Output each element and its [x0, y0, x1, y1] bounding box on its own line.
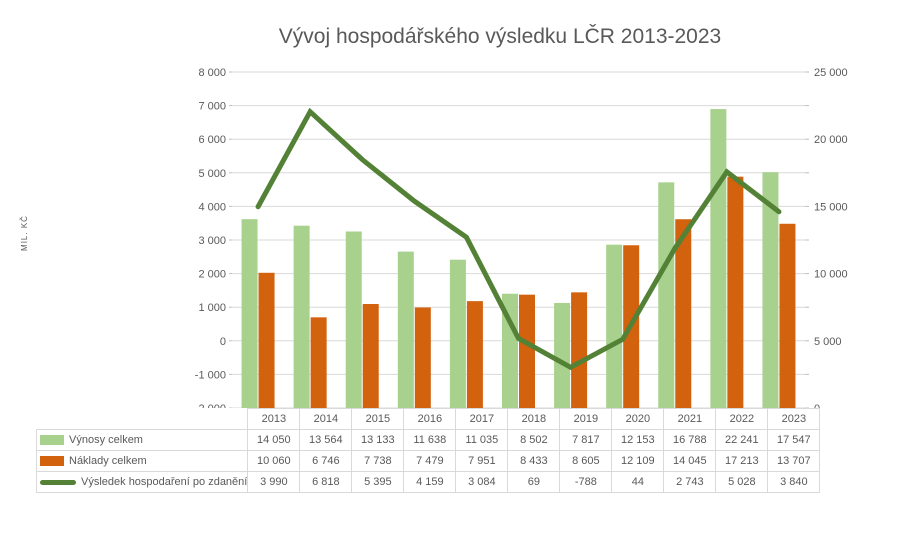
left-axis-tick-label: 6 000	[198, 134, 226, 146]
legend-bar-swatch	[40, 456, 64, 467]
value-cell: 17 213	[715, 450, 769, 472]
value-cell: 5 028	[715, 471, 769, 493]
revenue-bar	[293, 225, 310, 408]
value-cell: 7 479	[403, 450, 457, 472]
value-cell: 8 502	[507, 429, 561, 451]
cost-bar	[519, 294, 535, 408]
right-axis-tick-label: 25 000	[814, 67, 848, 79]
value-cell: 6 818	[299, 471, 353, 493]
value-cell: 14 045	[663, 450, 717, 472]
value-cell: 11 035	[455, 429, 509, 451]
right-axis-tick-label: 15 000	[814, 201, 848, 213]
year-cell: 2013	[247, 408, 301, 430]
value-cell: 3 084	[455, 471, 509, 493]
table-row: Výnosy celkem 14 050 13 564 13 133 11 638 11 …	[35, 429, 821, 451]
cost-bar	[466, 301, 483, 408]
left-axis-tick-label: 0	[220, 336, 226, 348]
legend-label: Výsledek hospodaření po zdanění	[81, 476, 248, 489]
value-cell: 7 817	[559, 429, 613, 451]
left-axis-tick-label: 3 000	[198, 235, 226, 247]
year-row: 2013 2014 2015 2016 2017 2018 2019 2020 2021 2022…	[36, 408, 821, 430]
year-cell: 2014	[299, 408, 353, 430]
year-cell: 2015	[351, 408, 405, 430]
value-cell: 4 159	[403, 471, 457, 493]
value-cell: 12 153	[611, 429, 665, 451]
value-cell: 13 133	[351, 429, 405, 451]
left-axis-tick-label: 1 000	[198, 302, 226, 314]
cost-bar	[414, 307, 431, 408]
cost-bar	[362, 304, 379, 408]
revenue-bar	[606, 244, 623, 408]
year-cell: 2022	[715, 408, 769, 430]
left-axis-tick-label: 7 000	[198, 101, 226, 113]
left-axis-tick-label: 4 000	[198, 201, 226, 213]
value-cell: -788	[559, 471, 613, 493]
cost-bar	[571, 292, 588, 408]
year-cell: 2020	[611, 408, 665, 430]
result-line	[255, 107, 782, 371]
left-axis-tick-label: 8 000	[198, 67, 226, 79]
legend-bar-swatch	[40, 435, 64, 446]
revenue-bar	[502, 293, 518, 408]
value-cell: 7 738	[351, 450, 405, 472]
value-cell: 8 433	[507, 450, 561, 472]
legend-cell: Náklady celkem	[35, 450, 249, 472]
table-row: Náklady celkem 10 060 6 746 7 738 7 479 7 951…	[35, 450, 821, 472]
year-cell: 2017	[455, 408, 509, 430]
revenue-bar	[658, 182, 675, 408]
legend-cell: Výnosy celkem	[35, 429, 249, 451]
table-corner-blank	[36, 408, 248, 430]
value-cell: 16 788	[663, 429, 717, 451]
revenue-bar	[345, 231, 362, 408]
value-cell: 8 605	[559, 450, 613, 472]
year-cell: 2018	[507, 408, 561, 430]
cost-bar	[675, 219, 692, 408]
value-cell: 2 743	[663, 471, 717, 493]
revenue-bar	[710, 109, 727, 408]
left-axis-tick-label: 5 000	[198, 168, 226, 180]
right-axis-tick-label: 5 000	[814, 336, 842, 348]
legend-label: Výnosy celkem	[69, 434, 143, 447]
right-axis-tick-label: 10 000	[814, 269, 848, 281]
value-cell: 44	[611, 471, 665, 493]
value-cell: 6 746	[299, 450, 353, 472]
chart-title: Vývoj hospodářského výsledku LČR 2013-20…	[278, 25, 722, 48]
value-cell: 10 060	[247, 450, 301, 472]
table-row: Výsledek hospodaření po zdanění 3 990 6 81…	[35, 471, 821, 493]
cost-bar	[727, 176, 744, 408]
value-cell: 5 395	[351, 471, 405, 493]
year-cell: 2023	[767, 408, 821, 430]
left-axis-tick-label: -1 000	[195, 369, 226, 381]
data-table: 2013 2014 2015 2016 2017 2018 2019 2020 2021 2022…	[35, 408, 821, 493]
value-cell: 12 109	[611, 450, 665, 472]
revenue-bar	[397, 251, 414, 408]
value-cell: 3 990	[247, 471, 301, 493]
revenue-bar	[449, 259, 466, 408]
cost-bar	[258, 272, 275, 408]
left-axis-tick-label: 2 000	[198, 269, 226, 281]
year-cell: 2019	[559, 408, 613, 430]
right-axis-tick-label: 20 000	[814, 134, 848, 146]
legend-line-swatch	[40, 479, 76, 485]
value-cell: 3 840	[767, 471, 821, 493]
value-cell: 11 638	[403, 429, 457, 451]
cost-bar	[779, 223, 796, 408]
cost-bar	[310, 317, 327, 408]
value-cell: 22 241	[715, 429, 769, 451]
revenue-bar	[762, 172, 779, 408]
revenue-bar	[554, 302, 571, 408]
value-cell: 13 564	[299, 429, 353, 451]
legend-cell: Výsledek hospodaření po zdanění	[35, 471, 249, 493]
value-cell: 7 951	[455, 450, 509, 472]
value-cell: 17 547	[767, 429, 821, 451]
revenue-bar	[241, 219, 258, 408]
value-cell: 69	[507, 471, 561, 493]
year-cell: 2016	[403, 408, 457, 430]
value-cell: 13 707	[767, 450, 821, 472]
year-cell: 2021	[663, 408, 717, 430]
legend-label: Náklady celkem	[69, 455, 147, 468]
value-cell: 14 050	[247, 429, 301, 451]
